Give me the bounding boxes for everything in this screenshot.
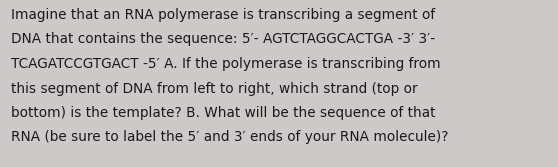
Text: DNA that contains the sequence: 5′- AGTCTAGGCACTGA -3′ 3′-: DNA that contains the sequence: 5′- AGTC…: [11, 33, 435, 46]
Text: this segment of DNA from left to right, which strand (top or: this segment of DNA from left to right, …: [11, 81, 417, 96]
Text: TCAGATCCGTGACT -5′ A. If the polymerase is transcribing from: TCAGATCCGTGACT -5′ A. If the polymerase …: [11, 57, 441, 71]
Text: RNA (be sure to label the 5′ and 3′ ends of your RNA molecule)?: RNA (be sure to label the 5′ and 3′ ends…: [11, 130, 449, 144]
Text: Imagine that an RNA polymerase is transcribing a segment of: Imagine that an RNA polymerase is transc…: [11, 8, 435, 22]
Text: bottom) is the template? B. What will be the sequence of that: bottom) is the template? B. What will be…: [11, 106, 435, 120]
